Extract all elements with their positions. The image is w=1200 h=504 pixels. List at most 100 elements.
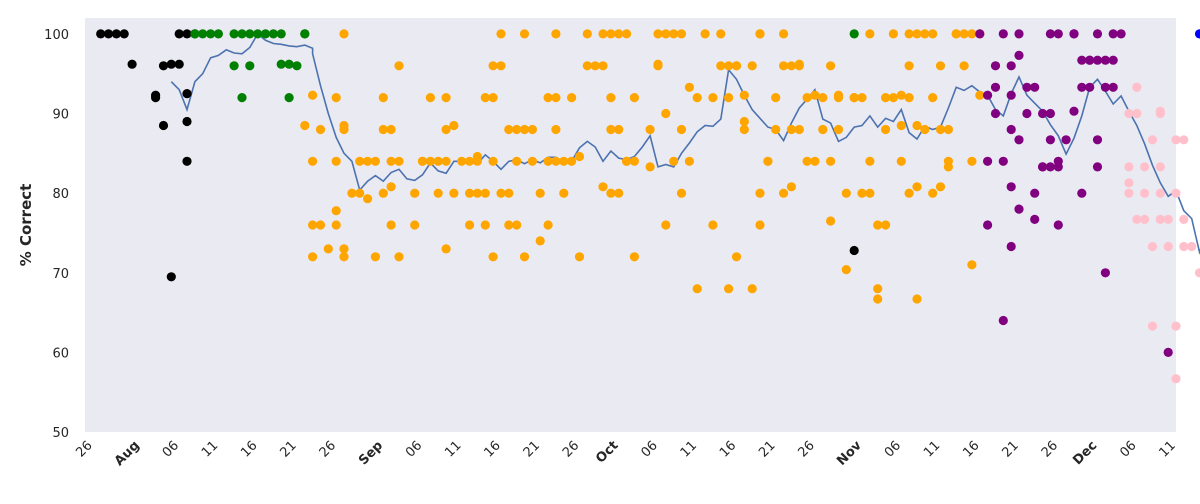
data-point <box>904 61 914 71</box>
data-point <box>810 90 820 100</box>
data-point <box>833 124 844 135</box>
data-point <box>355 188 365 198</box>
data-point <box>1085 82 1095 92</box>
data-point <box>998 29 1008 39</box>
x-tick-label: 11 <box>1157 438 1179 460</box>
data-point <box>975 90 985 100</box>
data-point <box>441 93 451 103</box>
data-point <box>786 124 797 135</box>
data-point <box>786 182 797 192</box>
rolling-line-layer <box>170 32 1200 255</box>
data-point <box>912 182 922 192</box>
data-point <box>983 90 993 100</box>
data-point <box>213 29 223 39</box>
y-axis-label: % Correct <box>17 184 35 267</box>
data-point <box>802 93 812 103</box>
data-point <box>480 93 490 103</box>
data-point <box>1030 82 1040 92</box>
data-point <box>559 188 569 198</box>
data-point <box>504 124 514 135</box>
data-point <box>1116 29 1126 39</box>
data-point <box>857 93 867 103</box>
data-point <box>739 116 749 127</box>
data-point <box>465 220 475 230</box>
data-point <box>551 29 561 39</box>
rolling-accuracy-line <box>170 32 1200 255</box>
data-point <box>331 156 341 166</box>
data-point <box>237 29 247 39</box>
data-point <box>676 124 687 135</box>
data-point <box>174 59 184 69</box>
data-point <box>284 93 294 103</box>
data-point <box>1108 55 1118 65</box>
data-point <box>1022 108 1032 119</box>
data-point <box>629 252 640 262</box>
data-point <box>724 284 734 294</box>
x-tick-label: 16 <box>482 438 504 460</box>
data-point <box>535 188 545 198</box>
data-point <box>331 220 341 230</box>
data-point <box>527 156 538 166</box>
data-point <box>881 220 891 230</box>
data-point <box>622 29 632 39</box>
data-point <box>300 29 310 39</box>
data-point <box>237 93 247 103</box>
data-point <box>425 156 435 166</box>
data-point <box>1006 241 1016 252</box>
x-tick-label: 26 <box>317 438 339 460</box>
data-point <box>96 29 106 39</box>
data-point <box>653 29 663 39</box>
data-point <box>574 151 585 162</box>
data-point <box>519 252 530 262</box>
data-point <box>1030 188 1040 198</box>
data-point <box>920 124 930 135</box>
data-point <box>614 124 624 135</box>
data-point <box>826 156 836 166</box>
data-point <box>551 156 561 166</box>
data-point <box>347 188 357 198</box>
data-point <box>1030 214 1040 224</box>
y-tick-label: 60 <box>52 346 69 361</box>
points-layer <box>96 29 1200 384</box>
data-point <box>818 93 828 103</box>
x-tick-label: 16 <box>960 438 982 460</box>
data-point <box>480 188 490 198</box>
data-point <box>1147 241 1158 252</box>
data-point <box>1155 188 1165 198</box>
data-point <box>1045 135 1055 145</box>
data-point <box>1124 162 1134 172</box>
data-point <box>300 120 310 131</box>
data-point <box>1100 82 1110 92</box>
data-point <box>676 29 687 39</box>
y-tick-label: 80 <box>52 187 69 202</box>
data-point <box>1171 135 1181 145</box>
data-point <box>669 29 679 39</box>
data-point <box>378 93 388 103</box>
data-point <box>590 61 600 71</box>
data-point <box>543 93 553 103</box>
data-point <box>394 252 404 262</box>
data-point <box>841 265 851 275</box>
data-point <box>1061 135 1071 145</box>
data-point <box>158 61 169 71</box>
data-point <box>967 260 977 270</box>
data-point <box>488 252 498 262</box>
data-point <box>818 124 828 135</box>
x-tick-label: 06 <box>639 438 661 460</box>
data-point <box>1124 178 1134 188</box>
data-point <box>779 29 789 39</box>
data-point <box>1163 214 1173 224</box>
y-tick-label: 50 <box>52 426 69 441</box>
data-point <box>488 61 498 71</box>
data-point <box>1022 82 1032 92</box>
data-point <box>669 156 679 166</box>
data-point <box>912 120 922 131</box>
data-point <box>1140 188 1150 198</box>
data-point <box>1171 321 1181 331</box>
data-point <box>308 90 318 100</box>
data-point <box>567 156 577 166</box>
data-point <box>653 59 663 69</box>
data-point <box>182 89 192 99</box>
data-point <box>1045 162 1055 172</box>
data-point <box>1132 214 1142 224</box>
